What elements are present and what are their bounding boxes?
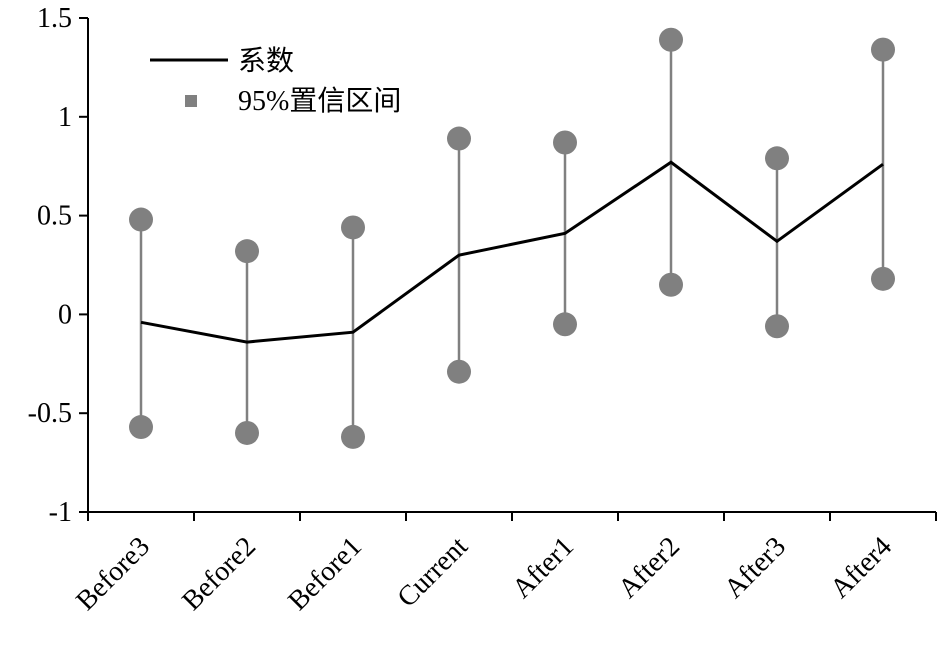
ci-lower-point xyxy=(447,359,471,384)
x-tick-label: After2 xyxy=(612,531,686,605)
ci-upper-point xyxy=(447,126,471,151)
y-tick-label: 1.5 xyxy=(37,3,72,34)
ci-upper-point xyxy=(553,130,577,155)
y-tick-label: -0.5 xyxy=(28,398,72,429)
x-ticks: Before3 Before2 Before1 Current After1 After2… xyxy=(70,512,937,617)
y-tick-label: -1 xyxy=(49,497,72,528)
legend-label-ci: 95%置信区间 xyxy=(238,85,401,117)
y-tick-label: 0.5 xyxy=(37,201,72,232)
x-tick-label: After4 xyxy=(824,531,898,605)
x-tick-label: Before3 xyxy=(70,531,156,617)
ci-upper-point xyxy=(765,146,789,171)
legend: 系数 95%置信区间 xyxy=(150,45,401,117)
ci-lower-point xyxy=(341,424,365,449)
ci-lower-point xyxy=(765,314,789,339)
coefficient-line xyxy=(140,160,884,344)
ci-lower-point xyxy=(129,415,153,440)
x-tick-label: Before1 xyxy=(282,531,368,617)
y-tick-label: 0 xyxy=(58,299,72,330)
legend-ci-swatch xyxy=(185,95,197,107)
ci-lower-point xyxy=(871,266,895,291)
ci-upper-point xyxy=(235,239,259,264)
ci-lower-point xyxy=(553,312,577,337)
ci-lower-point xyxy=(235,420,259,445)
x-tick-label: After3 xyxy=(718,531,792,605)
x-tick-label: After1 xyxy=(506,531,580,605)
ci-lower-point xyxy=(659,272,683,297)
ci-upper-point xyxy=(659,27,683,52)
y-ticks: -1 -0.5 0 0.5 1 1.5 xyxy=(28,3,88,528)
x-tick-label: Current xyxy=(392,531,475,614)
ci-upper-point xyxy=(871,37,895,62)
y-tick-label: 1 xyxy=(58,102,72,133)
ci-upper-point xyxy=(129,207,153,232)
x-tick-label: Before2 xyxy=(176,531,262,617)
axes xyxy=(87,18,936,513)
ci-upper-point xyxy=(341,215,365,240)
legend-label-coefficient: 系数 xyxy=(238,45,294,77)
